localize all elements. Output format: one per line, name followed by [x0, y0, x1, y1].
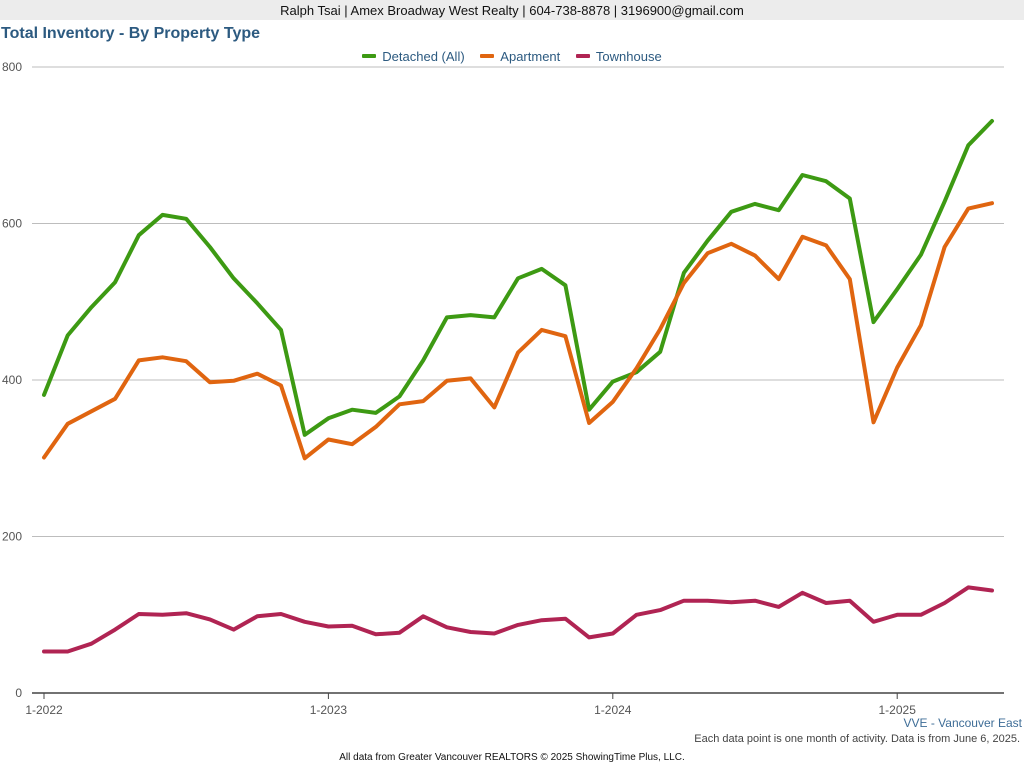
x-tick-label: 1-2025	[879, 703, 917, 717]
legend-item-townhouse[interactable]: Townhouse	[575, 48, 662, 64]
legend-item-detached[interactable]: Detached (All)	[362, 48, 465, 64]
legend-label-apartment: Apartment	[500, 48, 561, 64]
series-line-detached-all	[42, 119, 994, 437]
legend-swatch-townhouse	[575, 54, 590, 58]
y-tick-label: 800	[2, 60, 22, 74]
region-label[interactable]: VVE - Vancouver East	[903, 716, 1023, 730]
x-tick-label: 1-2022	[25, 703, 63, 717]
legend-swatch-apartment	[480, 54, 495, 58]
chart-legend: Detached (All) Apartment Townhouse	[0, 46, 1024, 64]
legend-label-townhouse: Townhouse	[595, 48, 662, 64]
series-line-apartment	[42, 201, 994, 461]
series-line-townhouse	[42, 585, 994, 654]
x-tick-label: 1-2023	[310, 703, 348, 717]
legend-item-apartment[interactable]: Apartment	[480, 49, 560, 64]
y-tick-label: 200	[2, 530, 22, 544]
x-tick-label: 1-2024	[594, 703, 632, 717]
y-tick-label: 400	[2, 373, 22, 387]
y-tick-label: 600	[2, 217, 22, 231]
legend-label-detached: Detached (All)	[382, 48, 465, 64]
legend-swatch-detached	[362, 54, 377, 58]
y-tick-label: 0	[15, 686, 22, 700]
contact-header: Ralph Tsai | Amex Broadway West Realty |…	[0, 0, 1024, 20]
data-source: All data from Greater Vancouver REALTORS…	[339, 752, 685, 763]
footnote: Each data point is one month of activity…	[694, 733, 1020, 745]
chart-title: Total Inventory - By Property Type	[1, 25, 261, 42]
